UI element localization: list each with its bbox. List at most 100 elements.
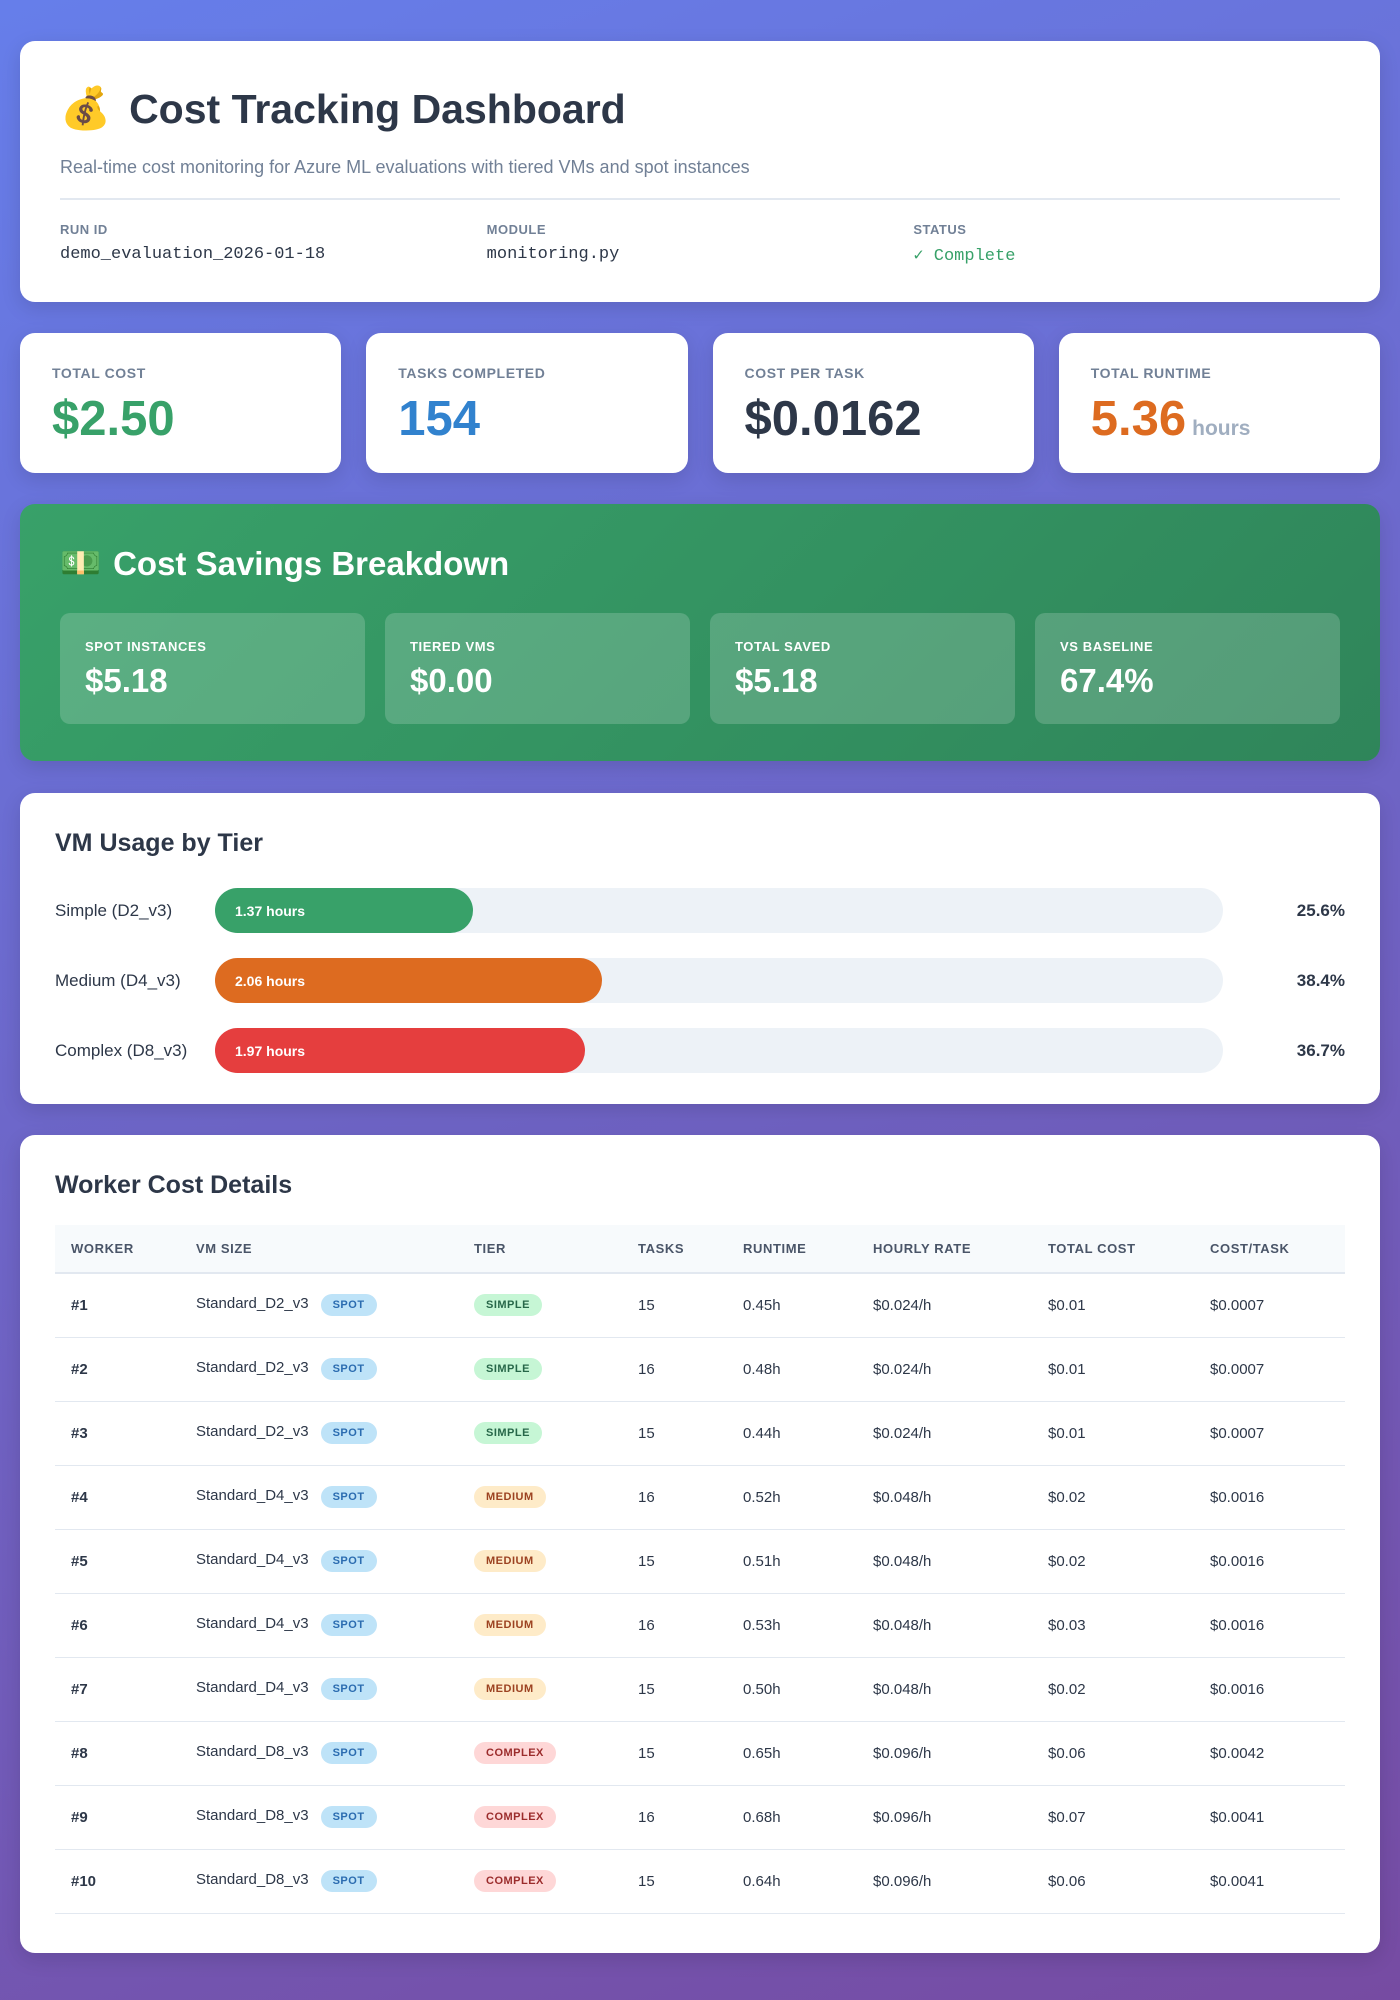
worker-cell: #3: [55, 1401, 180, 1466]
vm-size: Standard_D4_v3: [196, 1487, 309, 1504]
spot-badge: SPOT: [320, 1806, 377, 1828]
tier-cell: COMPLEX: [458, 1785, 622, 1850]
cell: 15: [622, 1401, 727, 1466]
cell: 0.68h: [727, 1785, 857, 1850]
cell: $0.024/h: [857, 1273, 1032, 1338]
vm-cell: Standard_D2_v3 SPOT: [180, 1273, 458, 1338]
tier-cell: COMPLEX: [458, 1721, 622, 1786]
cell: $0.01: [1032, 1401, 1194, 1466]
title-text: Cost Tracking Dashboard: [129, 85, 626, 132]
meta-value: ✓ Complete: [913, 247, 1016, 266]
worker-cell: #5: [55, 1529, 180, 1594]
vm-size: Standard_D4_v3: [196, 1551, 309, 1568]
stat-label: TOTAL COST: [52, 365, 146, 381]
table-row: #8 Standard_D8_v3 SPOT COMPLEX 15 0.65h $0.096…: [55, 1721, 1345, 1786]
tier-cell: MEDIUM: [458, 1529, 622, 1594]
stat-card: TOTAL RUNTIME 5.36 hours: [1058, 333, 1380, 473]
tier-cell: MEDIUM: [458, 1593, 622, 1658]
cell: 16: [622, 1337, 727, 1402]
worker-cell: #10: [55, 1849, 180, 1914]
cell: 0.65h: [727, 1721, 857, 1786]
worker-cell: #8: [55, 1721, 180, 1786]
cell: $0.0042: [1194, 1721, 1345, 1786]
cell: $0.0007: [1194, 1273, 1345, 1338]
tier-share: 25.6%: [1296, 900, 1345, 920]
savings-label: TOTAL SAVED: [735, 639, 831, 654]
bar: 1.97 hours: [215, 1028, 585, 1073]
savings-label: VS BASELINE: [1060, 639, 1154, 654]
cell: 15: [622, 1273, 727, 1338]
tier-row: Simple (D2_v3) 1.37 hours 25.6%: [55, 888, 1345, 933]
vm-size: Standard_D8_v3: [196, 1871, 309, 1888]
tier-share: 36.7%: [1296, 1040, 1345, 1060]
cell: 0.50h: [727, 1657, 857, 1722]
tier-share: 38.4%: [1296, 970, 1345, 990]
cell: $0.06: [1032, 1721, 1194, 1786]
cell: $0.024/h: [857, 1401, 1032, 1466]
stat-unit: hours: [1192, 417, 1251, 440]
tier-badge: SIMPLE: [474, 1358, 542, 1380]
tier-row: Complex (D8_v3) 1.97 hours 36.7%: [55, 1028, 1345, 1073]
stat-number: $2.50: [52, 392, 175, 446]
stat-card: TASKS COMPLETED 154: [366, 333, 688, 473]
tier-cell: SIMPLE: [458, 1273, 622, 1338]
savings-item: VS BASELINE 67.4%: [1035, 613, 1340, 724]
savings-card: 💵 Cost Savings Breakdown SPOT INSTANCES $5…: [20, 504, 1380, 761]
table-row: #7 Standard_D4_v3 SPOT MEDIUM 15 0.50h $0.048/…: [55, 1657, 1345, 1722]
column-header: TIER: [458, 1225, 622, 1274]
meta-label: STATUS: [913, 222, 967, 237]
tier-name: Medium (D4_v3): [55, 970, 181, 990]
tier-badge: COMPLEX: [474, 1870, 556, 1892]
worker-cell: #2: [55, 1337, 180, 1402]
tier-row: Medium (D4_v3) 2.06 hours 38.4%: [55, 958, 1345, 1003]
meta-value: monitoring.py: [486, 245, 620, 264]
worker-cell: #1: [55, 1273, 180, 1338]
tier-badge: MEDIUM: [474, 1614, 546, 1636]
savings-item: TOTAL SAVED $5.18: [710, 613, 1015, 724]
cell: $0.01: [1032, 1337, 1194, 1402]
cell: 16: [622, 1785, 727, 1850]
meta-value: demo_evaluation_2026-01-18: [60, 245, 326, 264]
title: 💰 Cost Tracking Dashboard: [60, 85, 1340, 133]
savings-label: TIERED VMS: [410, 639, 496, 654]
cell: 0.48h: [727, 1337, 857, 1402]
stat-card: COST PER TASK $0.0162: [712, 333, 1034, 473]
spot-badge: SPOT: [320, 1870, 377, 1892]
cell: $0.01: [1032, 1273, 1194, 1338]
tier-name: Simple (D2_v3): [55, 900, 173, 920]
cell: $0.0041: [1194, 1849, 1345, 1914]
meta: RUN ID demo_evaluation_2026-01-18 MODULE mo…: [60, 198, 1340, 266]
subtitle: Real-time cost monitoring for Azure ML e…: [60, 157, 750, 177]
tier-badge: SIMPLE: [474, 1422, 542, 1444]
meta-label: RUN ID: [60, 222, 108, 237]
savings-value: $5.18: [735, 662, 818, 699]
header-card: 💰 Cost Tracking Dashboard Real-time cost …: [20, 41, 1380, 302]
bar: 1.37 hours: [215, 888, 474, 933]
vm-size: Standard_D2_v3: [196, 1423, 309, 1440]
table-row: #10 Standard_D8_v3 SPOT COMPLEX 15 0.64h $0.09…: [55, 1849, 1345, 1914]
tier-badge: MEDIUM: [474, 1486, 546, 1508]
vm-size: Standard_D2_v3: [196, 1295, 309, 1313]
savings-value: 67.4%: [1060, 662, 1154, 699]
savings-value: $0.00: [410, 662, 493, 699]
vm-cell: Standard_D4_v3 SPOT: [180, 1529, 458, 1594]
vm-card: VM Usage by Tier Simple (D2_v3) 1.37 hour…: [20, 793, 1380, 1104]
cell: $0.02: [1032, 1465, 1194, 1530]
stat-label: TASKS COMPLETED: [398, 365, 546, 381]
tier-cell: COMPLEX: [458, 1849, 622, 1914]
cell: $0.07: [1032, 1785, 1194, 1850]
cell: 15: [622, 1721, 727, 1786]
icon: 💵: [60, 544, 102, 581]
tier-badge: COMPLEX: [474, 1806, 556, 1828]
cell: $0.0016: [1194, 1657, 1345, 1722]
stat-value: $0.0162: [745, 391, 1002, 447]
spot-badge: SPOT: [320, 1486, 377, 1508]
vm-size: Standard_D4_v3: [196, 1615, 309, 1632]
worker-cell: #7: [55, 1657, 180, 1722]
worker-cell: #9: [55, 1785, 180, 1850]
column-header: TASKS: [622, 1225, 727, 1274]
tier-badge: MEDIUM: [474, 1678, 546, 1700]
meta-item: STATUS ✓ Complete: [913, 222, 1340, 266]
stats: TOTAL COST $2.50 TASKS COMPLETED 154 COST PE…: [20, 333, 1380, 473]
cell: $0.024/h: [857, 1337, 1032, 1402]
